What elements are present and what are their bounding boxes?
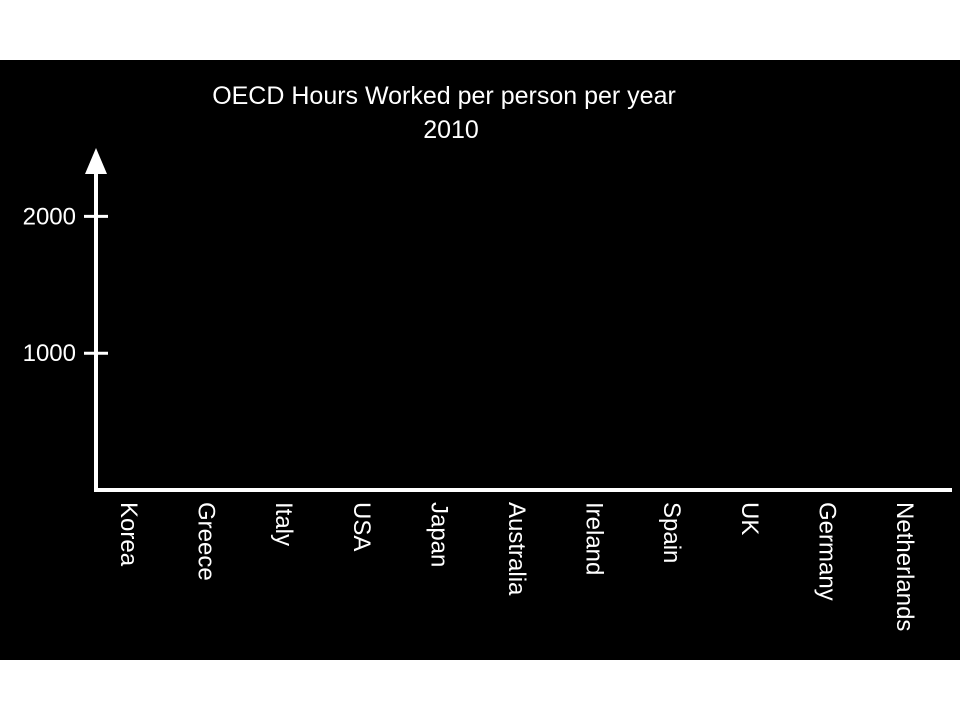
- category-label: UK: [736, 502, 763, 535]
- y-tick-label: 1000: [23, 340, 76, 367]
- chart: OECD Hours Worked per person per year 20…: [23, 82, 952, 631]
- category-label: Spain: [658, 502, 685, 563]
- y-ticks: 1000 2000: [23, 203, 108, 367]
- y-tick-label: 2000: [23, 203, 76, 230]
- category-label: Netherlands: [891, 502, 918, 631]
- category-label: Ireland: [581, 502, 608, 575]
- category-label: Italy: [270, 502, 297, 546]
- category-label: USA: [348, 502, 375, 551]
- category-label: Korea: [115, 502, 142, 567]
- slide: OECD Hours Worked per person per year 20…: [0, 60, 960, 660]
- chart-subtitle: 2010: [423, 116, 479, 144]
- x-categories: Korea Greece Italy USA Japan Australia Ireland…: [115, 502, 918, 631]
- category-label: Greece: [193, 502, 220, 581]
- category-label: Germany: [813, 502, 840, 601]
- category-label: Japan: [425, 502, 452, 567]
- category-label: Australia: [503, 502, 530, 596]
- chart-title: OECD Hours Worked per person per year: [212, 82, 676, 110]
- y-axis-arrowhead: [85, 148, 107, 174]
